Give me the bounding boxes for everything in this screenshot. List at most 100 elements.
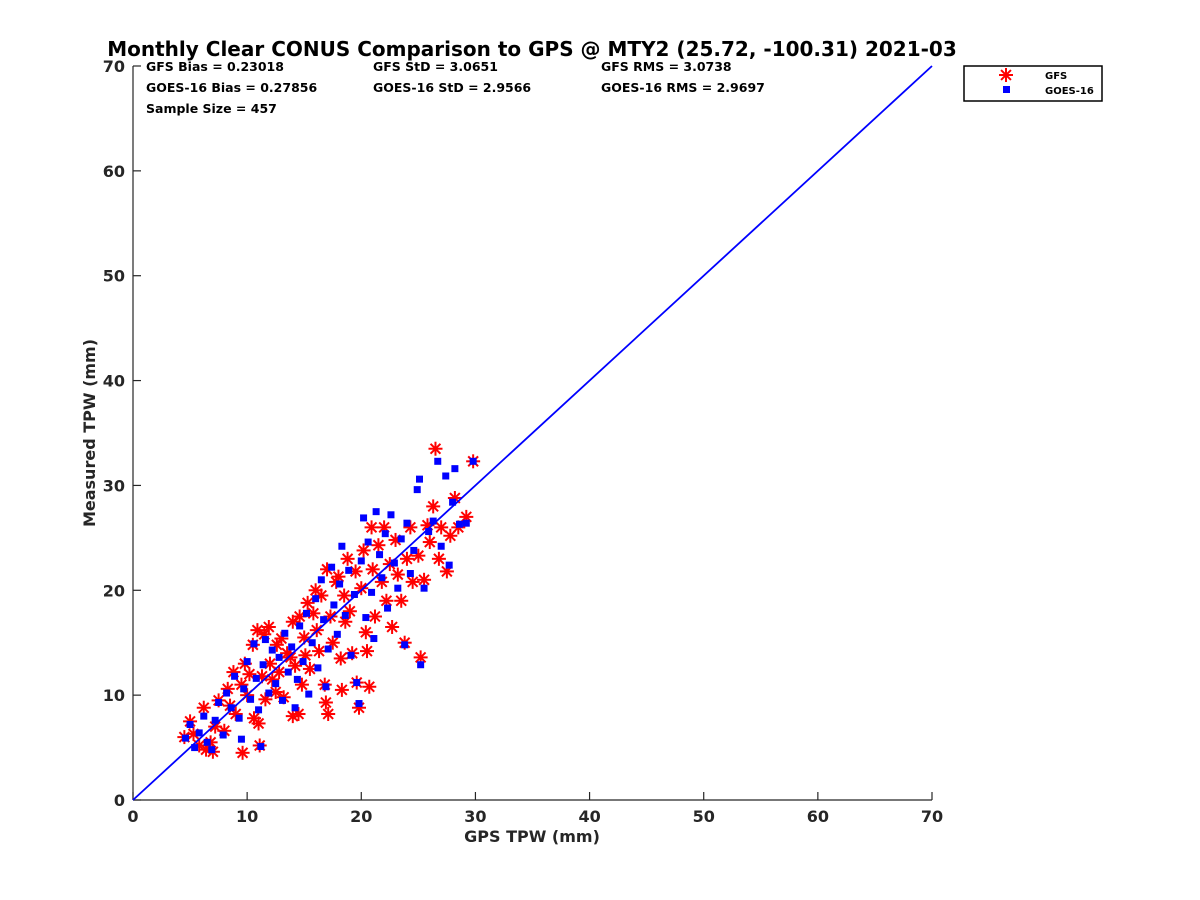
goes16-point xyxy=(182,734,190,742)
goes16-point xyxy=(328,563,336,571)
chart-title: Monthly Clear CONUS Comparison to GPS @ … xyxy=(107,37,957,61)
goes16-point xyxy=(449,498,457,506)
gfs-point xyxy=(242,667,257,682)
goes16-point xyxy=(293,675,301,683)
goes16-point xyxy=(378,574,386,582)
goes16-point xyxy=(211,716,219,724)
goes16-point xyxy=(324,645,332,653)
y-axis-title: Measured TPW (mm) xyxy=(80,339,99,527)
gfs-point xyxy=(340,551,355,566)
goes16-point xyxy=(272,680,280,688)
goes16-point xyxy=(268,646,276,654)
stats-block: GFS Bias = 0.23018 GFS StD = 3.0651 GFS … xyxy=(146,59,765,116)
goes16-point xyxy=(406,570,414,578)
y-tick-label: 30 xyxy=(103,476,125,495)
goes16-point xyxy=(200,712,208,720)
gfs-point xyxy=(342,604,357,619)
gfs-point xyxy=(428,441,443,456)
gfs-point xyxy=(431,551,446,566)
gfs-point xyxy=(337,588,352,603)
goes16-point xyxy=(240,685,248,693)
goes16-point xyxy=(275,653,283,661)
x-tick-label: 50 xyxy=(693,807,715,826)
goes16-point xyxy=(279,696,287,704)
goes16-point xyxy=(305,690,313,698)
goes16-point xyxy=(462,519,470,527)
x-tick-label: 0 xyxy=(127,807,138,826)
goes16-point xyxy=(223,689,231,697)
y-tick-label: 20 xyxy=(103,581,125,600)
goes16-point xyxy=(317,576,325,584)
legend-goes-label: GOES-16 xyxy=(1045,86,1094,97)
goes16-point xyxy=(255,706,263,714)
goes16-point xyxy=(350,590,358,598)
goes16-point xyxy=(235,714,243,722)
x-tick-label: 20 xyxy=(350,807,372,826)
stat-gfs-std: GFS StD = 3.0651 xyxy=(373,59,498,74)
legend-box xyxy=(963,65,1103,102)
gfs-point xyxy=(422,535,437,550)
goes16-point xyxy=(296,622,304,630)
goes16-point xyxy=(299,658,307,666)
y-tick-label: 60 xyxy=(103,162,125,181)
goes16-point xyxy=(429,517,437,525)
goes16-point xyxy=(243,658,251,666)
gfs-point xyxy=(411,548,426,563)
gfs-point xyxy=(321,707,336,722)
gfs-point xyxy=(261,619,276,634)
goes16-point xyxy=(333,630,341,638)
stat-sample-size: Sample Size = 457 xyxy=(146,101,277,116)
goes16-point xyxy=(355,700,363,708)
goes16-point xyxy=(195,729,203,737)
goes16-point xyxy=(257,743,265,751)
goes16-point xyxy=(308,639,316,647)
gfs-point xyxy=(426,499,441,514)
goes16-point xyxy=(394,584,402,592)
y-ticks: 0 10 20 30 40 50 60 70 xyxy=(103,57,141,810)
goes16-point xyxy=(291,704,299,712)
gfs-point xyxy=(196,700,211,715)
goes16-point xyxy=(231,672,239,680)
goes16-point xyxy=(370,635,378,643)
gfs-point xyxy=(318,695,333,710)
goes16-point xyxy=(451,465,459,473)
x-tick-label: 10 xyxy=(236,807,258,826)
goes16-point xyxy=(215,698,223,706)
gfs-point xyxy=(364,520,379,535)
goes16-point xyxy=(364,538,372,546)
legend-asterisk-icon xyxy=(999,68,1013,82)
goes16-point xyxy=(203,738,211,746)
gfs-point xyxy=(434,520,449,535)
x-axis-title: GPS TPW (mm) xyxy=(464,827,600,846)
goes16-point xyxy=(347,651,355,659)
gfs-point xyxy=(320,562,335,577)
goes16-point xyxy=(336,580,344,588)
goes16-point xyxy=(434,457,442,465)
y-tick-label: 0 xyxy=(114,791,125,810)
gfs-point xyxy=(362,679,377,694)
goes16-point xyxy=(341,611,349,619)
goes16-point xyxy=(208,746,216,754)
legend-gfs-marker xyxy=(999,68,1013,82)
goes16-point xyxy=(320,616,328,624)
goes16-point xyxy=(376,551,384,559)
goes16-point xyxy=(227,704,235,712)
gfs-point xyxy=(235,745,250,760)
goes16-point xyxy=(420,584,428,592)
goes16-point xyxy=(372,508,380,516)
y-tick-label: 10 xyxy=(103,686,125,705)
goes16-point xyxy=(261,636,269,644)
goes16-point xyxy=(413,486,421,494)
goes16-point xyxy=(403,519,411,527)
goes16-point xyxy=(265,689,273,697)
y-tick-label: 40 xyxy=(103,372,125,391)
gfs-point xyxy=(356,543,371,558)
gfs-point xyxy=(365,562,380,577)
series-goes16 xyxy=(182,457,477,754)
goes16-point xyxy=(390,559,398,567)
goes16-point xyxy=(312,595,320,603)
legend: GFS GOES-16 xyxy=(963,65,1103,102)
goes16-point xyxy=(250,640,258,648)
gfs-point xyxy=(333,651,348,666)
goes16-point xyxy=(237,735,245,743)
